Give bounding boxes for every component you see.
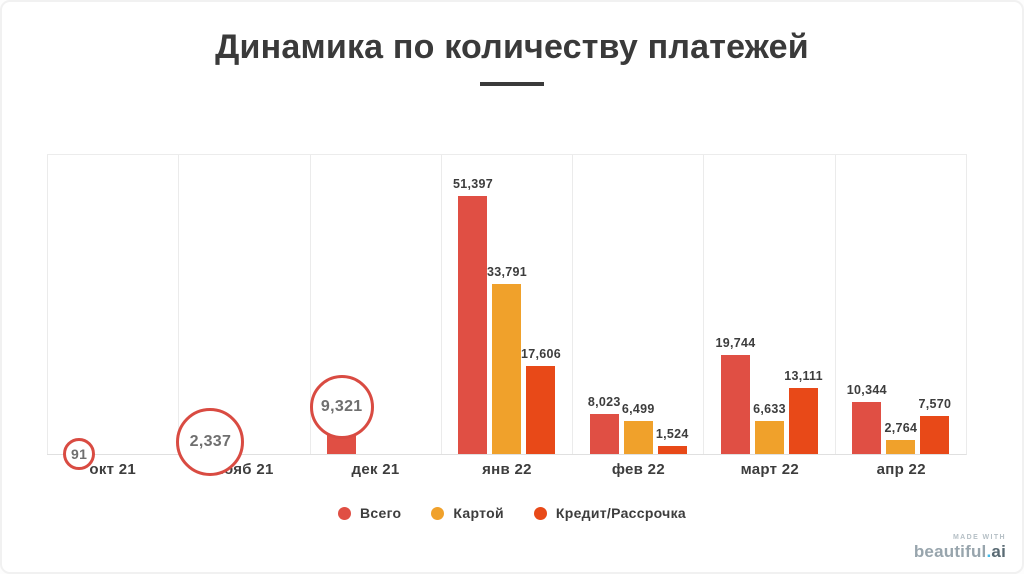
chart-column-фев-22: 8,023 6,499 1,524: [572, 155, 703, 454]
bar-group: 19,744 6,633 13,111: [704, 336, 834, 454]
x-axis-label: дек 21: [351, 461, 400, 478]
legend-label: Всего: [360, 505, 402, 521]
callout-circle: 9,321: [309, 375, 374, 440]
beautiful-ai-watermark: MADE WITH beautiful.ai: [914, 534, 1006, 562]
bar-кредит-рассрочка: 1,524: [656, 427, 688, 454]
logo-dot: .: [986, 542, 992, 562]
bar-slot: 2,764: [884, 421, 917, 454]
bar-value-label: 13,111: [784, 369, 823, 384]
x-axis-label: фев 22: [611, 461, 665, 478]
callout-circle: 91: [63, 437, 96, 470]
bar-value-label: 19,744: [715, 335, 756, 350]
bar-value-label: 7,570: [918, 397, 952, 412]
bar-slot: 17,606: [521, 347, 561, 454]
chart-column-нояб-21: 2,337: [176, 155, 309, 477]
x-axis-label: окт 21: [89, 461, 137, 478]
bar-картой: 6,499: [622, 402, 654, 454]
chart-legend: Всего Картой Кредит/Рассрочка: [2, 505, 1022, 521]
bar-slot: 7,570: [918, 397, 951, 454]
bar-value-label: 6,499: [621, 402, 655, 417]
legend-item: Кредит/Рассрочка: [533, 505, 686, 521]
legend-swatch-icon: [431, 506, 445, 520]
bar-всего: 51,397: [453, 177, 493, 454]
bar-group: 51,397 33,791 17,606: [442, 177, 572, 454]
x-axis-label: апр 22: [876, 461, 926, 478]
chart-column-янв-22: 51,397 33,791 17,606: [440, 155, 572, 454]
bar-slot: 8,023: [588, 395, 620, 454]
bar-value-label: 10,344: [846, 383, 887, 398]
legend-swatch-icon: [533, 506, 547, 520]
title-block: Динамика по количеству платежей: [2, 28, 1022, 86]
bar-всего: 8,023: [588, 395, 620, 454]
x-axis-label: янв 22: [482, 461, 532, 478]
made-with-label: MADE WITH: [952, 534, 1006, 542]
chart-column-окт-21: 91: [47, 155, 178, 470]
callout-circle: 2,337: [176, 408, 245, 477]
bar-value-label: 51,397: [452, 177, 494, 192]
chart-plot-area: 91 2,337 9,321 51,397 33,791 17,606 8,023 6,499…: [47, 154, 967, 477]
bar-всего: 19,744: [716, 336, 755, 454]
bar-кредит-рассрочка: 13,111: [784, 369, 823, 454]
bar-group: 9,321: [309, 375, 441, 454]
bar-value-label: 2,764: [884, 421, 918, 436]
bar-group: 10,344 2,764 7,570: [836, 383, 966, 454]
bar-value-label: 1,524: [655, 427, 689, 442]
bar-slot: 33,791: [487, 265, 527, 454]
page-title: Динамика по количеству платежей: [215, 28, 809, 66]
bar-slot: 6,633: [753, 402, 786, 454]
bar-group: 8,023 6,499 1,524: [573, 395, 703, 454]
bar-value-label: 6,633: [753, 401, 786, 416]
legend-swatch-icon: [338, 506, 351, 520]
legend-item: Всего: [338, 505, 401, 521]
logo-brand-text: beautiful: [913, 542, 987, 562]
bar-group: 2,337: [176, 408, 309, 477]
legend-label: Картой: [453, 505, 504, 521]
bar-slot: 13,111: [784, 369, 823, 454]
title-underline: [480, 82, 544, 86]
legend-item: Картой: [431, 505, 504, 521]
x-axis: окт 21 нояб 21 дек 21 янв 22 фев 22 март 22 ап…: [47, 461, 967, 478]
bar-value-label: 33,791: [486, 265, 528, 280]
bar-slot: 51,397: [453, 177, 493, 454]
bar-slot: 10,344: [847, 383, 887, 454]
bar-картой: 33,791: [487, 265, 527, 454]
bar-value-label: 8,023: [587, 394, 621, 409]
chart-column-дек-21: 9,321: [309, 155, 441, 454]
bar-кредит-рассрочка: 17,606: [521, 347, 561, 454]
bar-кредит-рассрочка: 7,570: [918, 397, 951, 454]
bar-value-label: 17,606: [520, 346, 562, 361]
beautiful-ai-logo: beautiful.ai: [914, 542, 1006, 562]
bar-group: 91: [48, 437, 178, 470]
bar-slot: 19,744: [716, 336, 755, 454]
bar-slot: 9,321: [309, 375, 374, 454]
bar-slot: 2,337: [176, 408, 245, 477]
legend-label: Кредит/Рассрочка: [555, 505, 686, 521]
x-axis-label: март 22: [740, 461, 800, 478]
logo-tld-text: ai: [991, 542, 1006, 562]
bar-slot: 91: [63, 437, 96, 470]
bar-slot: 6,499: [622, 402, 654, 454]
bar-картой: 6,633: [753, 402, 786, 454]
chart-column-апр-22: 10,344 2,764 7,570: [834, 155, 966, 454]
bar-всего: 10,344: [847, 383, 887, 454]
chart-column-март-22: 19,744 6,633 13,111: [703, 155, 834, 454]
bar-slot: 1,524: [656, 427, 688, 454]
bar-картой: 2,764: [884, 421, 917, 454]
